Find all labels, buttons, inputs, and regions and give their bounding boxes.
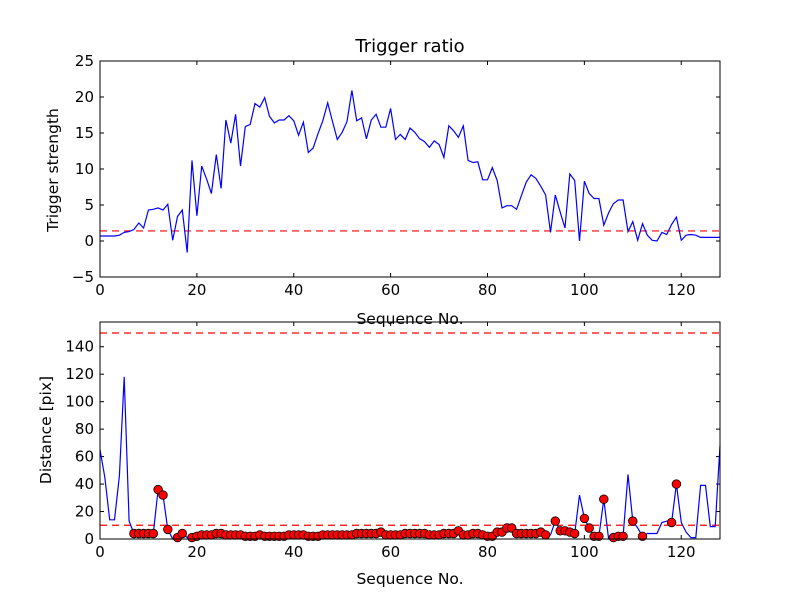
data-point-marker (666, 517, 677, 528)
x-tick-label: 60 (381, 281, 400, 299)
x-tick-label: 120 (667, 281, 696, 299)
y-tick-label: 60 (75, 448, 94, 466)
series-line (100, 90, 720, 253)
y-tick-label: 0 (84, 232, 94, 250)
data-point-marker (599, 494, 609, 504)
data-point-marker (584, 523, 594, 533)
data-point-marker (163, 524, 173, 535)
data-point-marker (550, 516, 561, 526)
y-tick-label: 20 (75, 88, 94, 106)
data-point-marker (579, 513, 590, 524)
data-point-marker (628, 516, 638, 526)
data-point-marker (158, 490, 168, 500)
data-point-marker (177, 528, 188, 539)
y-tick-label: 80 (75, 420, 94, 438)
y-tick-label: 25 (75, 52, 94, 70)
data-point-marker (594, 531, 604, 542)
y-tick-label: −5 (72, 268, 94, 286)
x-tick-label: 100 (570, 543, 599, 561)
x-tick-label: 0 (95, 543, 105, 561)
series (99, 376, 721, 543)
distance-chart: Sequence No. Distance [pix] 0 20 40 60 80 100… (37, 321, 721, 588)
y-tick-label: 120 (65, 365, 94, 383)
x-tick-label: 40 (284, 281, 303, 299)
axis-ticks: 0 20 40 60 80 100 120 0 20 40 60 80 100 120 140 (65, 322, 720, 561)
x-tick-label: 0 (95, 281, 105, 299)
plot-frame (99, 321, 721, 540)
y-tick-label: 20 (75, 503, 94, 521)
y-tick-label: 140 (65, 338, 94, 356)
data-point-marker (637, 531, 648, 542)
data-point-marker (540, 530, 551, 540)
chart-title: Trigger ratio (354, 36, 464, 57)
y-tick-label: 15 (75, 124, 94, 142)
plot-frame (99, 60, 721, 278)
y-axis-label: Distance [pix] (37, 376, 55, 484)
x-tick-label: 20 (187, 543, 206, 561)
trigger-ratio-chart: Trigger ratio Sequence No. Trigger stren… (44, 36, 721, 328)
x-tick-label: 20 (187, 281, 206, 299)
y-axis-label: Trigger strength (44, 108, 62, 233)
data-point-marker (570, 528, 580, 539)
y-tick-label: 10 (75, 160, 94, 178)
x-tick-label: 80 (478, 281, 497, 299)
x-tick-label: 40 (284, 543, 303, 561)
y-tick-label: 5 (84, 196, 94, 214)
x-tick-label: 80 (478, 543, 497, 561)
data-point-marker (618, 531, 628, 542)
x-tick-label: 120 (667, 543, 696, 561)
series (100, 90, 720, 253)
data-point-marker (671, 479, 682, 489)
x-tick-label: 100 (570, 281, 599, 299)
data-point-marker (148, 528, 159, 539)
x-tick-label: 60 (381, 543, 400, 561)
y-tick-label: 0 (84, 530, 94, 548)
y-tick-label: 100 (65, 393, 94, 411)
threshold-lines (100, 332, 720, 526)
y-tick-label: 40 (75, 475, 94, 493)
x-axis-label: Sequence No. (356, 570, 463, 588)
x-axis-label: Sequence No. (356, 310, 463, 328)
